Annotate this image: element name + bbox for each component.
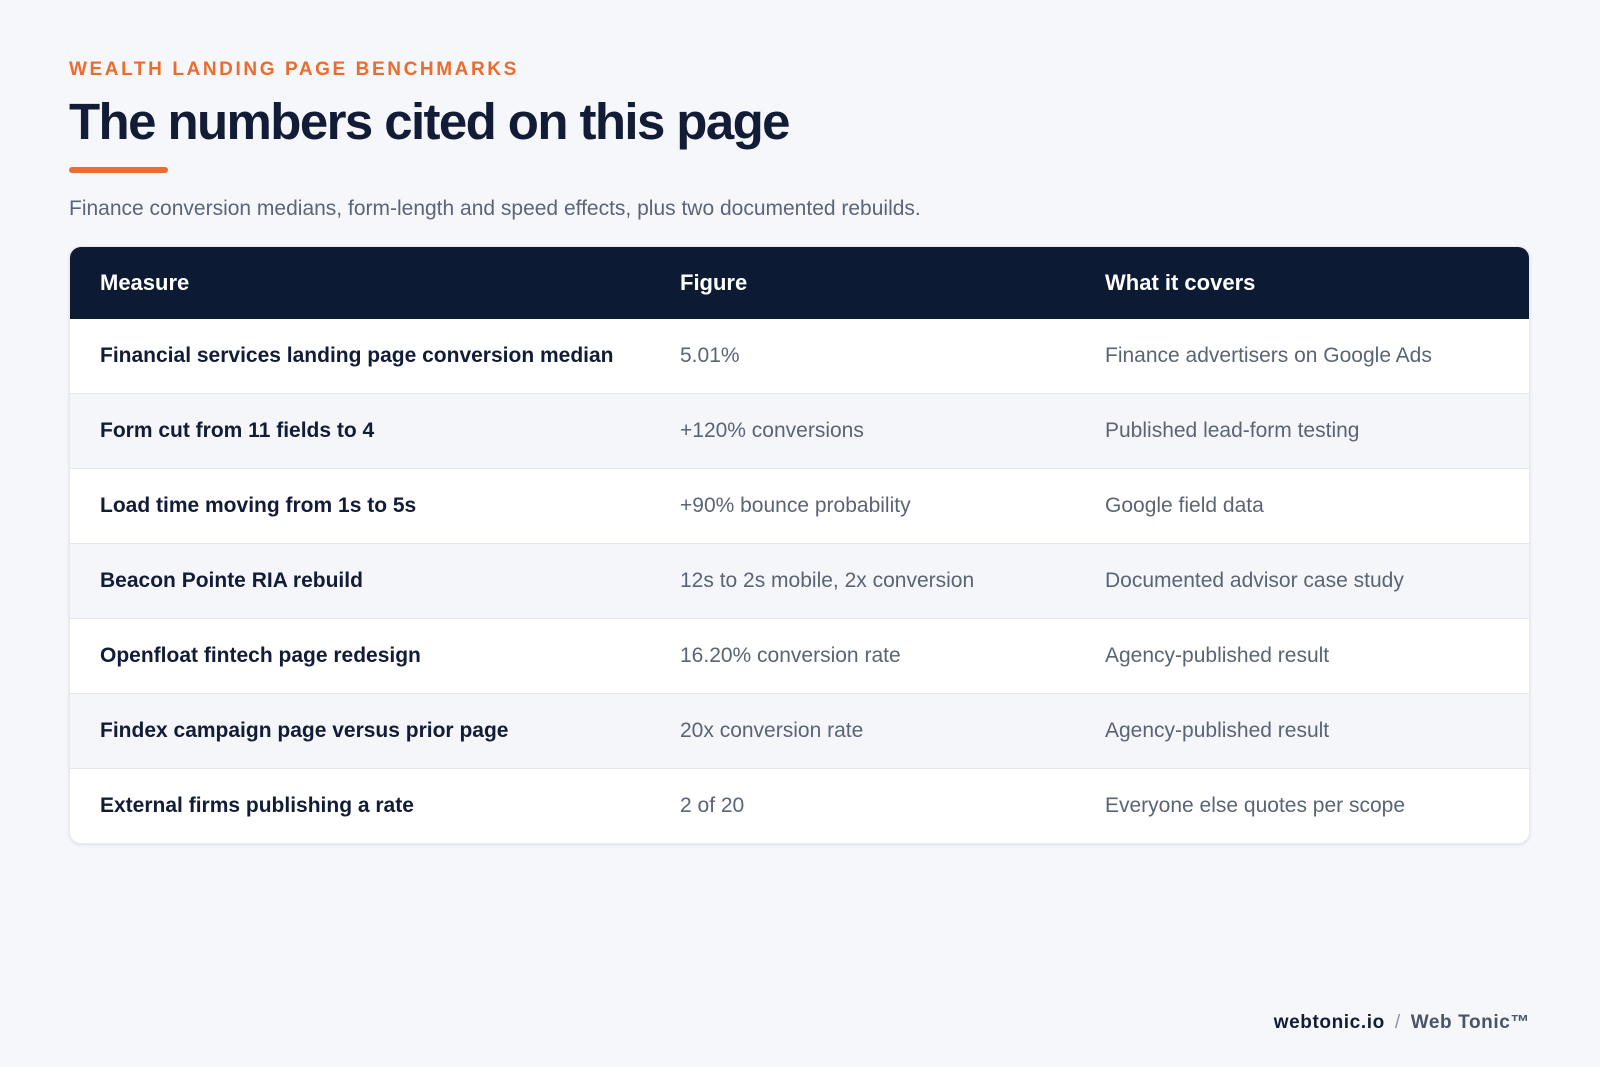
column-header-covers: What it covers [1105,270,1256,295]
table-row: Load time moving from 1s to 5s +90% boun… [70,468,1529,544]
figure-cell: 2 of 20 [680,768,1105,843]
footer-brand: Web Tonic™ [1410,1012,1530,1033]
covers-cell: Published lead-form testing [1105,393,1529,469]
covers-cell: Google field data [1105,468,1529,544]
measure-cell: Form cut from 11 fields to 4 [70,393,680,469]
title-accent-bar [69,167,168,173]
footer-credit: webtonic.io / Web Tonic™ [1274,1012,1530,1034]
eyebrow-label: WEALTH LANDING PAGE BENCHMARKS [69,59,519,80]
figure-cell: 5.01% [680,344,740,367]
table-header-row: Measure Figure What it covers [70,247,1529,319]
benchmarks-table-card: Measure Figure What it covers Financial … [69,246,1530,844]
table-body: Financial services landing page conversi… [70,319,1529,843]
table-row: Findex campaign page versus prior page 2… [70,693,1529,769]
measure-cell: Financial services landing page conversi… [100,344,614,367]
table-header: Measure Figure What it covers [70,247,1529,319]
covers-cell: Documented advisor case study [1105,543,1529,619]
figure-cell: +90% bounce probability [680,468,1105,544]
covers-cell: Everyone else quotes per scope [1105,768,1529,843]
table-row: Beacon Pointe RIA rebuild 12s to 2s mobi… [70,543,1529,619]
figure-cell: 20x conversion rate [680,693,1105,769]
measure-cell: Findex campaign page versus prior page [70,693,680,769]
table-row: Openfloat fintech page redesign 16.20% c… [70,618,1529,694]
covers-cell: Finance advertisers on Google Ads [1105,344,1432,367]
covers-cell: Agency-published result [1105,693,1529,769]
covers-cell: Agency-published result [1105,618,1529,694]
measure-cell: Openfloat fintech page redesign [70,618,680,694]
measure-cell: External firms publishing a rate [70,768,680,843]
table-row: External firms publishing a rate 2 of 20… [70,768,1529,843]
benchmarks-panel: WEALTH LANDING PAGE BENCHMARKS The numbe… [69,56,1530,844]
footer-separator: / [1394,1012,1401,1033]
figure-cell: +120% conversions [680,393,1105,469]
column-header-figure: Figure [680,270,748,295]
measure-cell: Load time moving from 1s to 5s [70,468,680,544]
benchmarks-table: Measure Figure What it covers Financial … [70,247,1529,843]
page-title: The numbers cited on this page [69,93,791,150]
page-subtitle: Finance conversion medians, form-length … [69,197,921,220]
figure-cell: 12s to 2s mobile, 2x conversion [680,543,1105,619]
measure-cell: Beacon Pointe RIA rebuild [70,543,680,619]
footer-site-link[interactable]: webtonic.io [1273,1012,1385,1033]
table-row: Form cut from 11 fields to 4 +120% conve… [70,393,1529,469]
table-row: Financial services landing page conversi… [70,319,1529,394]
column-header-measure: Measure [100,270,190,295]
figure-cell: 16.20% conversion rate [680,618,1105,694]
